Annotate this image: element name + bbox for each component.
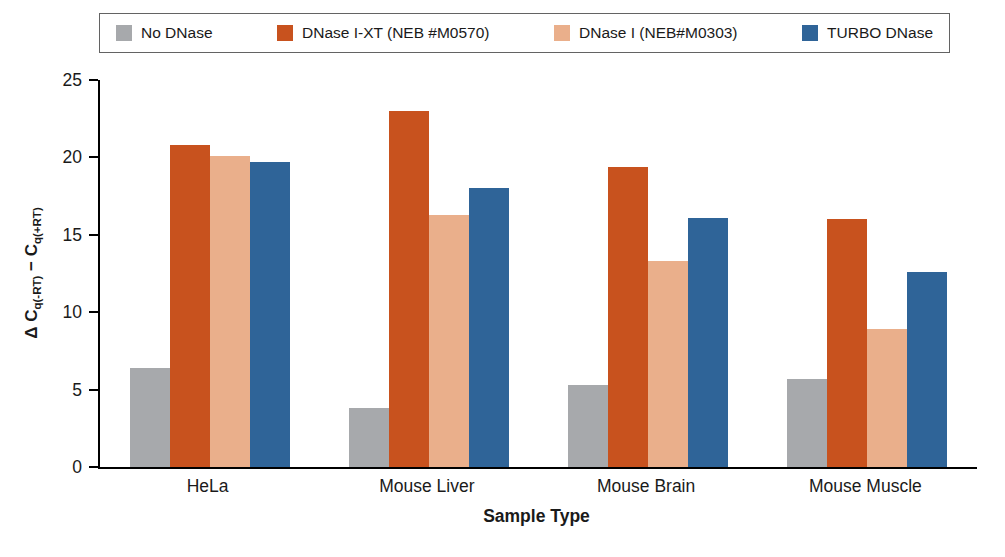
chart-canvas: No DNase DNase I-XT (NEB #M0570) DNase I (…: [0, 0, 1005, 557]
bar: [648, 261, 688, 467]
legend-swatch: [802, 25, 818, 41]
y-axis-label-part: −: [22, 256, 41, 275]
legend-swatch: [116, 25, 132, 41]
y-tick: [89, 156, 98, 158]
x-axis-title: Sample Type: [98, 506, 975, 527]
legend: No DNase DNase I-XT (NEB #M0570) DNase I (…: [99, 13, 950, 53]
bar: [429, 215, 469, 467]
category-label: Mouse Liver: [317, 476, 536, 497]
bar: [250, 162, 290, 467]
x-category-labels: HeLaMouse LiverMouse BrainMouse Muscle: [98, 476, 975, 497]
category-label: HeLa: [98, 476, 317, 497]
bar: [469, 188, 509, 467]
legend-swatch: [554, 25, 570, 41]
bar-group: [539, 80, 758, 467]
bar: [787, 379, 827, 467]
category-label: Mouse Brain: [537, 476, 756, 497]
y-tick: [89, 79, 98, 81]
legend-item: DNase I-XT (NEB #M0570): [277, 24, 490, 42]
bar: [210, 156, 250, 467]
legend-label: DNase I-XT (NEB #M0570): [302, 24, 490, 42]
category-label: Mouse Muscle: [756, 476, 975, 497]
bar: [608, 167, 648, 467]
legend-label: TURBO DNase: [827, 24, 933, 42]
y-tick: [89, 311, 98, 313]
bar: [688, 218, 728, 467]
plot-area: 0510152025: [98, 80, 977, 469]
legend-item: TURBO DNase: [802, 24, 933, 42]
y-tick: [89, 466, 98, 468]
legend-label: No DNase: [141, 24, 213, 42]
y-tick-label: 0: [40, 457, 82, 477]
bar-group: [100, 80, 319, 467]
bar: [130, 368, 170, 467]
y-tick-label: 5: [40, 380, 82, 400]
legend-item: No DNase: [116, 24, 213, 42]
bar: [568, 385, 608, 467]
y-tick-label: 10: [40, 302, 82, 322]
bar: [389, 111, 429, 467]
legend-label: DNase I (NEB#M0303): [579, 24, 738, 42]
bar: [170, 145, 210, 467]
y-tick-label: 15: [40, 225, 82, 245]
y-tick: [89, 389, 98, 391]
bar: [349, 408, 389, 467]
bar-group: [758, 80, 977, 467]
bar: [907, 272, 947, 467]
y-axis-label-part: C: [22, 244, 41, 256]
bar: [827, 219, 867, 467]
bar: [867, 329, 907, 467]
y-tick-label: 25: [40, 70, 82, 90]
y-tick: [89, 234, 98, 236]
bar-group: [319, 80, 538, 467]
y-tick-label: 20: [40, 147, 82, 167]
y-axis-label-part: Δ C: [22, 310, 41, 339]
legend-item: DNase I (NEB#M0303): [554, 24, 738, 42]
legend-swatch: [277, 25, 293, 41]
